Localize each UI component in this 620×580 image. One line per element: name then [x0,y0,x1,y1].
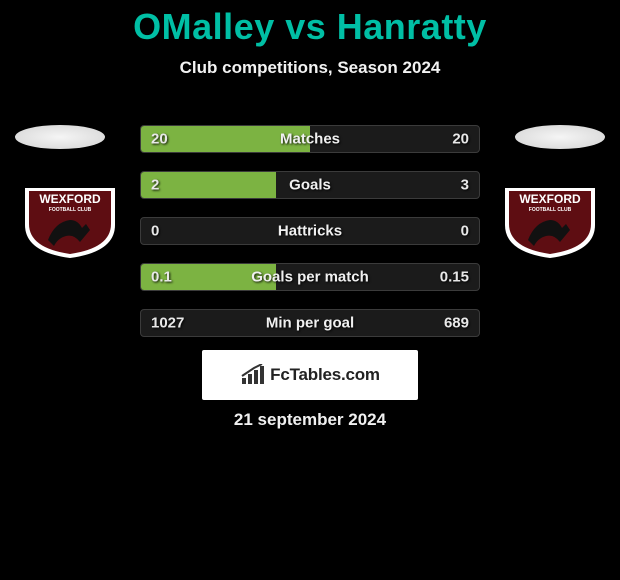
club-crest-right: WEXFORD FOOTBALL CLUB [500,180,600,260]
comparison-right-value: 20 [452,131,469,148]
crest-subtext: FOOTBALL CLUB [529,207,572,213]
footer-date: 21 september 2024 [0,410,620,430]
brand-badge: FcTables.com [202,350,418,400]
club-crest-left: WEXFORD FOOTBALL CLUB [20,180,120,260]
crest-text: WEXFORD [39,192,101,206]
comparison-bars: 20 Matches 20 2 Goals 3 0 Hattricks 0 0.1 Goals pe… [140,125,480,355]
comparison-row-fill [141,172,276,198]
brand-chart-icon [240,364,266,386]
comparison-right-value: 0.15 [440,269,469,286]
comparison-right-value: 3 [461,177,469,194]
comparison-right-value: 689 [444,315,469,332]
comparison-row: 2 Goals 3 [140,171,480,199]
crest-subtext: FOOTBALL CLUB [49,207,92,213]
comparison-left-value: 1027 [151,315,184,332]
comparison-label: Hattricks [278,223,342,240]
page-subtitle: Club competitions, Season 2024 [0,58,620,78]
player-right-avatar [515,125,605,149]
comparison-row: 20 Matches 20 [140,125,480,153]
comparison-left-value: 0.1 [151,269,172,286]
player-left-avatar [15,125,105,149]
comparison-row: 0.1 Goals per match 0.15 [140,263,480,291]
comparison-label: Goals per match [251,269,369,286]
comparison-row: 0 Hattricks 0 [140,217,480,245]
comparison-left-value: 2 [151,177,159,194]
comparison-left-value: 20 [151,131,168,148]
comparison-left-value: 0 [151,223,159,240]
comparison-label: Min per goal [266,315,354,332]
comparison-label: Matches [280,131,340,148]
crest-text: WEXFORD [519,192,581,206]
comparison-row: 1027 Min per goal 689 [140,309,480,337]
brand-text: FcTables.com [270,365,380,385]
comparison-right-value: 0 [461,223,469,240]
comparison-label: Goals [289,177,331,194]
page-title: OMalley vs Hanratty [0,0,620,48]
